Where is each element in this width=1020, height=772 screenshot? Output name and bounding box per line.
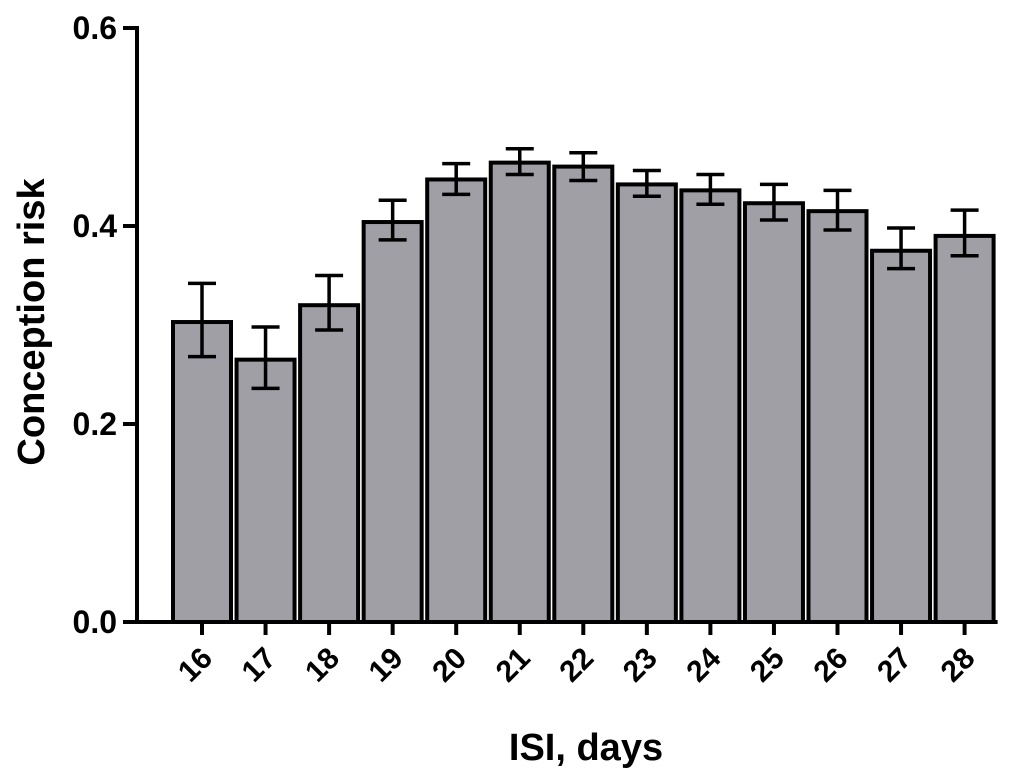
axes-group [135,26,998,624]
bar-22 [552,164,615,624]
error-bar-21 [505,147,534,177]
y-tick-label: 0.0 [73,604,117,640]
bar-20 [425,177,488,624]
error-bar-25 [759,182,788,222]
bar-25 [742,201,805,624]
x-axis-title: ISI, days [509,727,663,769]
bar-23 [615,182,678,624]
y-tick-label: 0.2 [73,406,117,442]
y-tick-label: 0.6 [73,10,117,46]
bar-28 [933,233,996,624]
bar-17 [234,357,297,624]
x-tick-label: 28 [935,642,982,689]
bar-21 [488,160,551,624]
error-bar-20 [442,161,471,197]
x-tick-label: 19 [363,642,410,689]
bar-16 [171,320,233,624]
y-tick-label: 0.4 [73,208,118,244]
error-bar-28 [950,208,979,258]
x-tick-label: 16 [172,642,219,689]
x-tick-label: 22 [553,642,600,689]
x-tick-label: 24 [680,641,727,688]
x-tick-label: 18 [299,642,346,689]
error-bar-18 [315,273,344,332]
bar-24 [679,188,742,625]
x-tick-label: 20 [426,642,473,689]
error-bar-24 [696,172,725,206]
error-bar-26 [823,188,852,232]
y-axis-title: Conception risk [11,178,53,466]
error-bars-group [188,147,979,391]
error-bar-17 [251,325,280,391]
x-tick-label: 27 [871,642,918,689]
error-bar-22 [569,150,598,183]
x-tick-label: 26 [808,642,855,689]
error-bar-16 [188,281,216,359]
error-bar-19 [378,198,407,242]
y-ticks-group: 0.0 0.2 0.4 0.6 [73,10,137,640]
x-tick-label: 23 [617,642,664,689]
bar-27 [870,248,933,624]
bar-19 [361,220,424,624]
bars-group [171,160,996,625]
x-tick-label: 25 [744,642,791,689]
x-ticks-group: 16 17 18 19 20 21 22 23 24 25 26 27 28 [172,622,982,689]
error-bar-27 [887,226,916,271]
x-tick-label: 17 [236,642,283,689]
x-tick-label: 21 [490,642,537,689]
bar-18 [298,303,361,624]
bar-26 [806,209,869,624]
error-bar-23 [632,168,661,199]
